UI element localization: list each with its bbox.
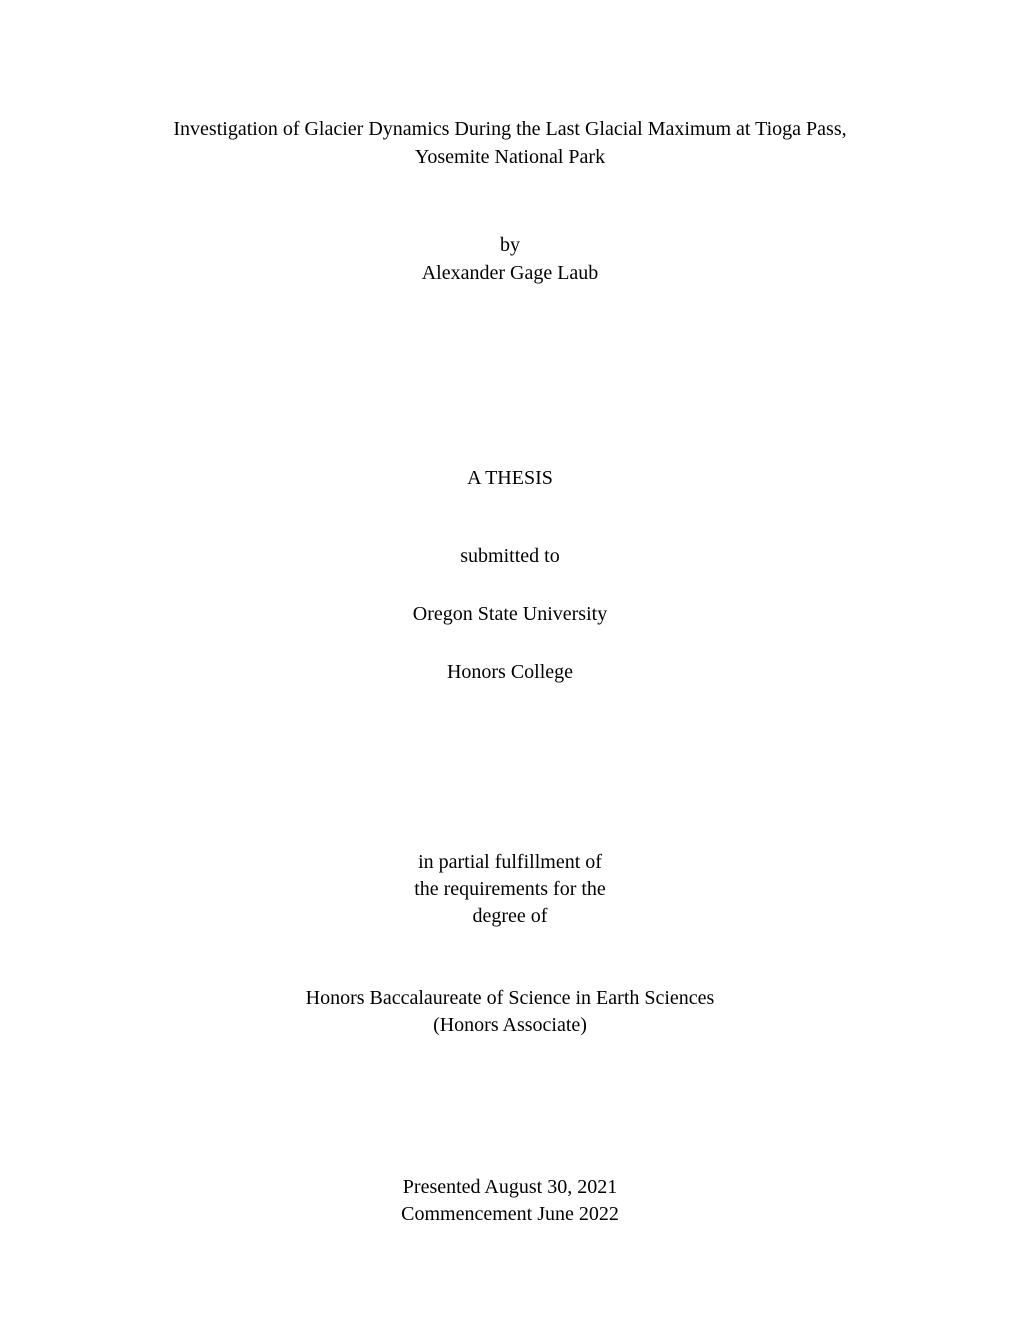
thesis-label: A THESIS (155, 467, 865, 490)
author-block: by Alexander Gage Laub (155, 231, 865, 287)
degree-block: Honors Baccalaureate of Science in Earth… (155, 985, 865, 1039)
degree-line-2: (Honors Associate) (155, 1012, 865, 1039)
fulfillment-block: in partial fulfillment of the requiremen… (155, 849, 865, 930)
fulfillment-line-3: degree of (155, 903, 865, 930)
thesis-title-page: Investigation of Glacier Dynamics During… (0, 0, 1020, 1328)
date-block: Presented August 30, 2021 Commencement J… (155, 1174, 865, 1228)
fulfillment-line-1: in partial fulfillment of (155, 849, 865, 876)
fulfillment-line-2: the requirements for the (155, 876, 865, 903)
thesis-title: Investigation of Glacier Dynamics During… (155, 115, 865, 171)
university-name: Oregon State University (155, 603, 865, 626)
title-line-1: Investigation of Glacier Dynamics During… (155, 115, 865, 143)
degree-line-1: Honors Baccalaureate of Science in Earth… (155, 985, 865, 1012)
presented-date: Presented August 30, 2021 (155, 1174, 865, 1201)
commencement-date: Commencement June 2022 (155, 1201, 865, 1228)
by-label: by (155, 231, 865, 259)
author-name: Alexander Gage Laub (155, 259, 865, 287)
college-name: Honors College (155, 661, 865, 684)
title-line-2: Yosemite National Park (155, 143, 865, 171)
submitted-to: submitted to (155, 545, 865, 568)
